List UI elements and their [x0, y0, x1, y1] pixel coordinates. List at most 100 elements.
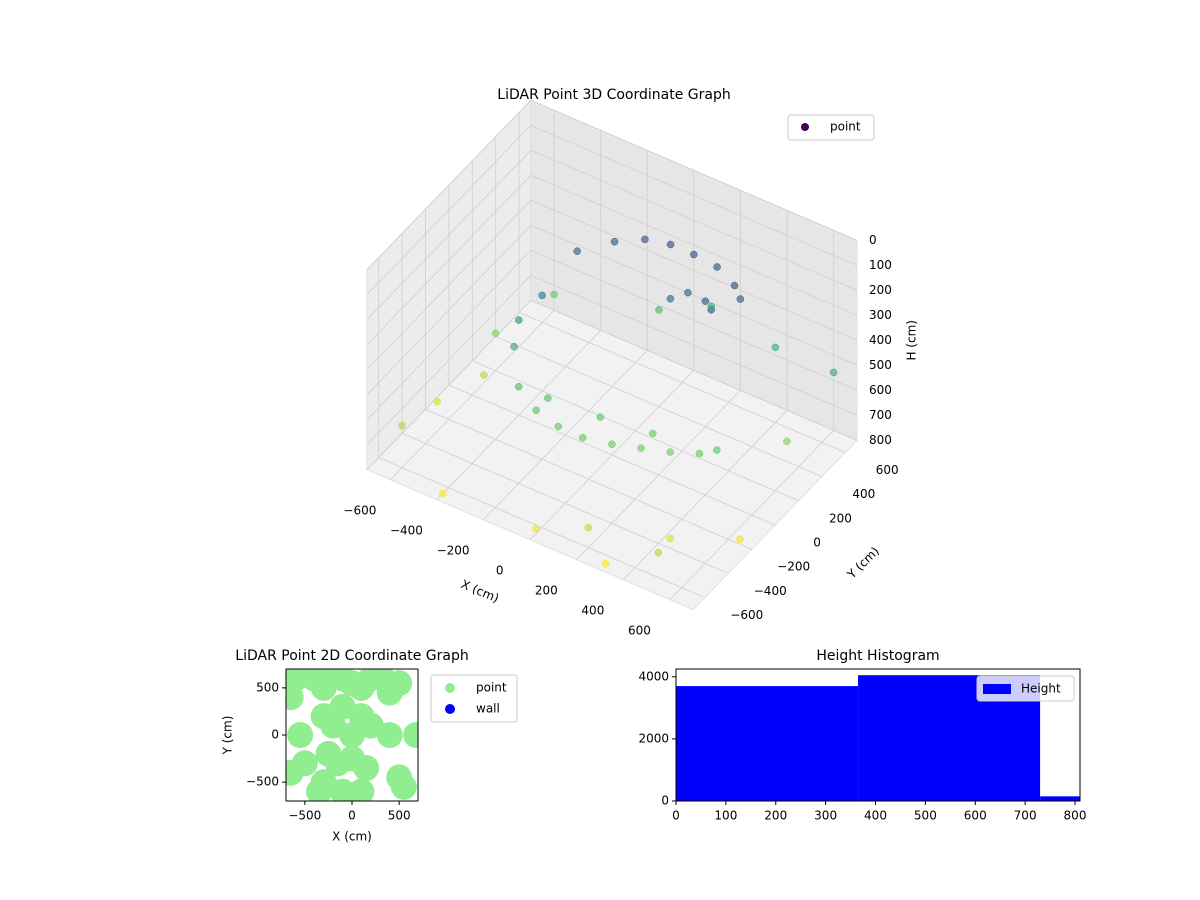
point: [610, 237, 619, 246]
point: [666, 240, 675, 249]
point: [829, 368, 838, 377]
grid-line: [530, 249, 858, 391]
x-axis-label: X (cm): [332, 830, 372, 844]
point: [403, 722, 418, 748]
legend-marker: [983, 684, 1011, 694]
x-tick-label: −400: [390, 524, 423, 538]
x-tick-label: 300: [814, 809, 837, 823]
point: [480, 371, 488, 379]
y-tick-label: 400: [852, 487, 875, 501]
point: [398, 421, 406, 430]
point: [538, 291, 546, 300]
point: [690, 250, 698, 259]
z-tick-label: 300: [869, 308, 892, 322]
point: [353, 755, 380, 781]
legend-label: wall: [476, 702, 500, 716]
point: [550, 290, 558, 299]
point: [695, 449, 704, 458]
point: [783, 437, 791, 445]
y-tick-label: −200: [777, 560, 810, 574]
x-tick-label: 0: [496, 564, 504, 578]
grid-line: [518, 312, 846, 453]
point: [515, 316, 523, 324]
grid-line: [530, 124, 858, 266]
legend-box: [787, 114, 875, 141]
point: [433, 397, 441, 406]
bar: [676, 686, 859, 801]
point: [584, 523, 593, 532]
grid-line: [530, 149, 858, 291]
y-tick-label: 200: [829, 511, 852, 525]
point: [510, 342, 518, 351]
z-tick-label: 500: [869, 358, 892, 372]
x-tick-label: 0: [348, 809, 356, 823]
point: [666, 534, 674, 543]
y-axis-label: Y (cm): [221, 716, 235, 756]
point: [439, 489, 447, 498]
x-tick-label: 500: [914, 809, 937, 823]
legend-marker: [801, 123, 809, 131]
chart-title: Height Histogram: [816, 648, 939, 664]
grid-line: [366, 125, 532, 295]
x-tick-label: 200: [535, 584, 558, 598]
y-tick-label: 500: [256, 680, 279, 694]
point: [286, 684, 304, 711]
grid-line: [530, 99, 858, 241]
chart-title: LiDAR Point 3D Coordinate Graph: [497, 87, 730, 103]
x-tick-label: −200: [437, 544, 470, 558]
grid-line: [530, 174, 858, 316]
point: [655, 306, 663, 314]
point: [491, 329, 500, 338]
z-tick-label: 100: [869, 258, 892, 272]
point: [736, 295, 745, 303]
point: [376, 722, 403, 748]
point: [608, 440, 616, 448]
point: [649, 429, 657, 438]
x-tick-label: 500: [388, 809, 411, 823]
point: [348, 778, 375, 801]
point: [713, 263, 721, 271]
grid-line: [530, 274, 858, 416]
point: [666, 448, 674, 456]
point: [544, 394, 552, 402]
y-tick-label: −500: [246, 775, 279, 789]
point: [306, 778, 332, 801]
grid-line: [530, 199, 858, 341]
point: [386, 670, 413, 697]
y-tick-label: 4000: [638, 669, 669, 683]
x-tick-label: 400: [864, 809, 887, 823]
axes-frame: [285, 668, 419, 802]
x-tick-label: −500: [288, 809, 321, 823]
point: [390, 773, 417, 800]
point: [579, 434, 587, 442]
x-tick-label: 400: [581, 604, 604, 618]
grid-line: [366, 275, 532, 445]
grid-line: [472, 360, 799, 502]
grid-line: [495, 336, 823, 477]
point: [641, 235, 649, 244]
point: [514, 382, 523, 391]
point: [532, 406, 540, 414]
point: [291, 750, 318, 777]
y-tick-label: 0: [661, 794, 669, 808]
point: [666, 294, 675, 303]
z-tick-label: 400: [869, 333, 892, 347]
x-tick-label: −600: [343, 504, 376, 518]
bar: [1040, 796, 1080, 801]
point: [532, 524, 540, 533]
point: [684, 288, 692, 297]
grid-line: [366, 100, 532, 270]
legend-marker: [445, 704, 455, 714]
grid-line: [401, 433, 729, 574]
grid-line: [366, 200, 532, 370]
legend-box: [976, 675, 1075, 702]
grid-line: [530, 224, 858, 366]
grid-line: [366, 250, 532, 420]
x-tick-label: 0: [672, 809, 680, 823]
grid-line: [448, 384, 776, 526]
legend-marker: [445, 683, 455, 693]
z-axis-label: H (cm): [905, 320, 919, 361]
z-tick-label: 800: [869, 433, 892, 447]
point: [701, 297, 710, 305]
point: [573, 247, 581, 255]
